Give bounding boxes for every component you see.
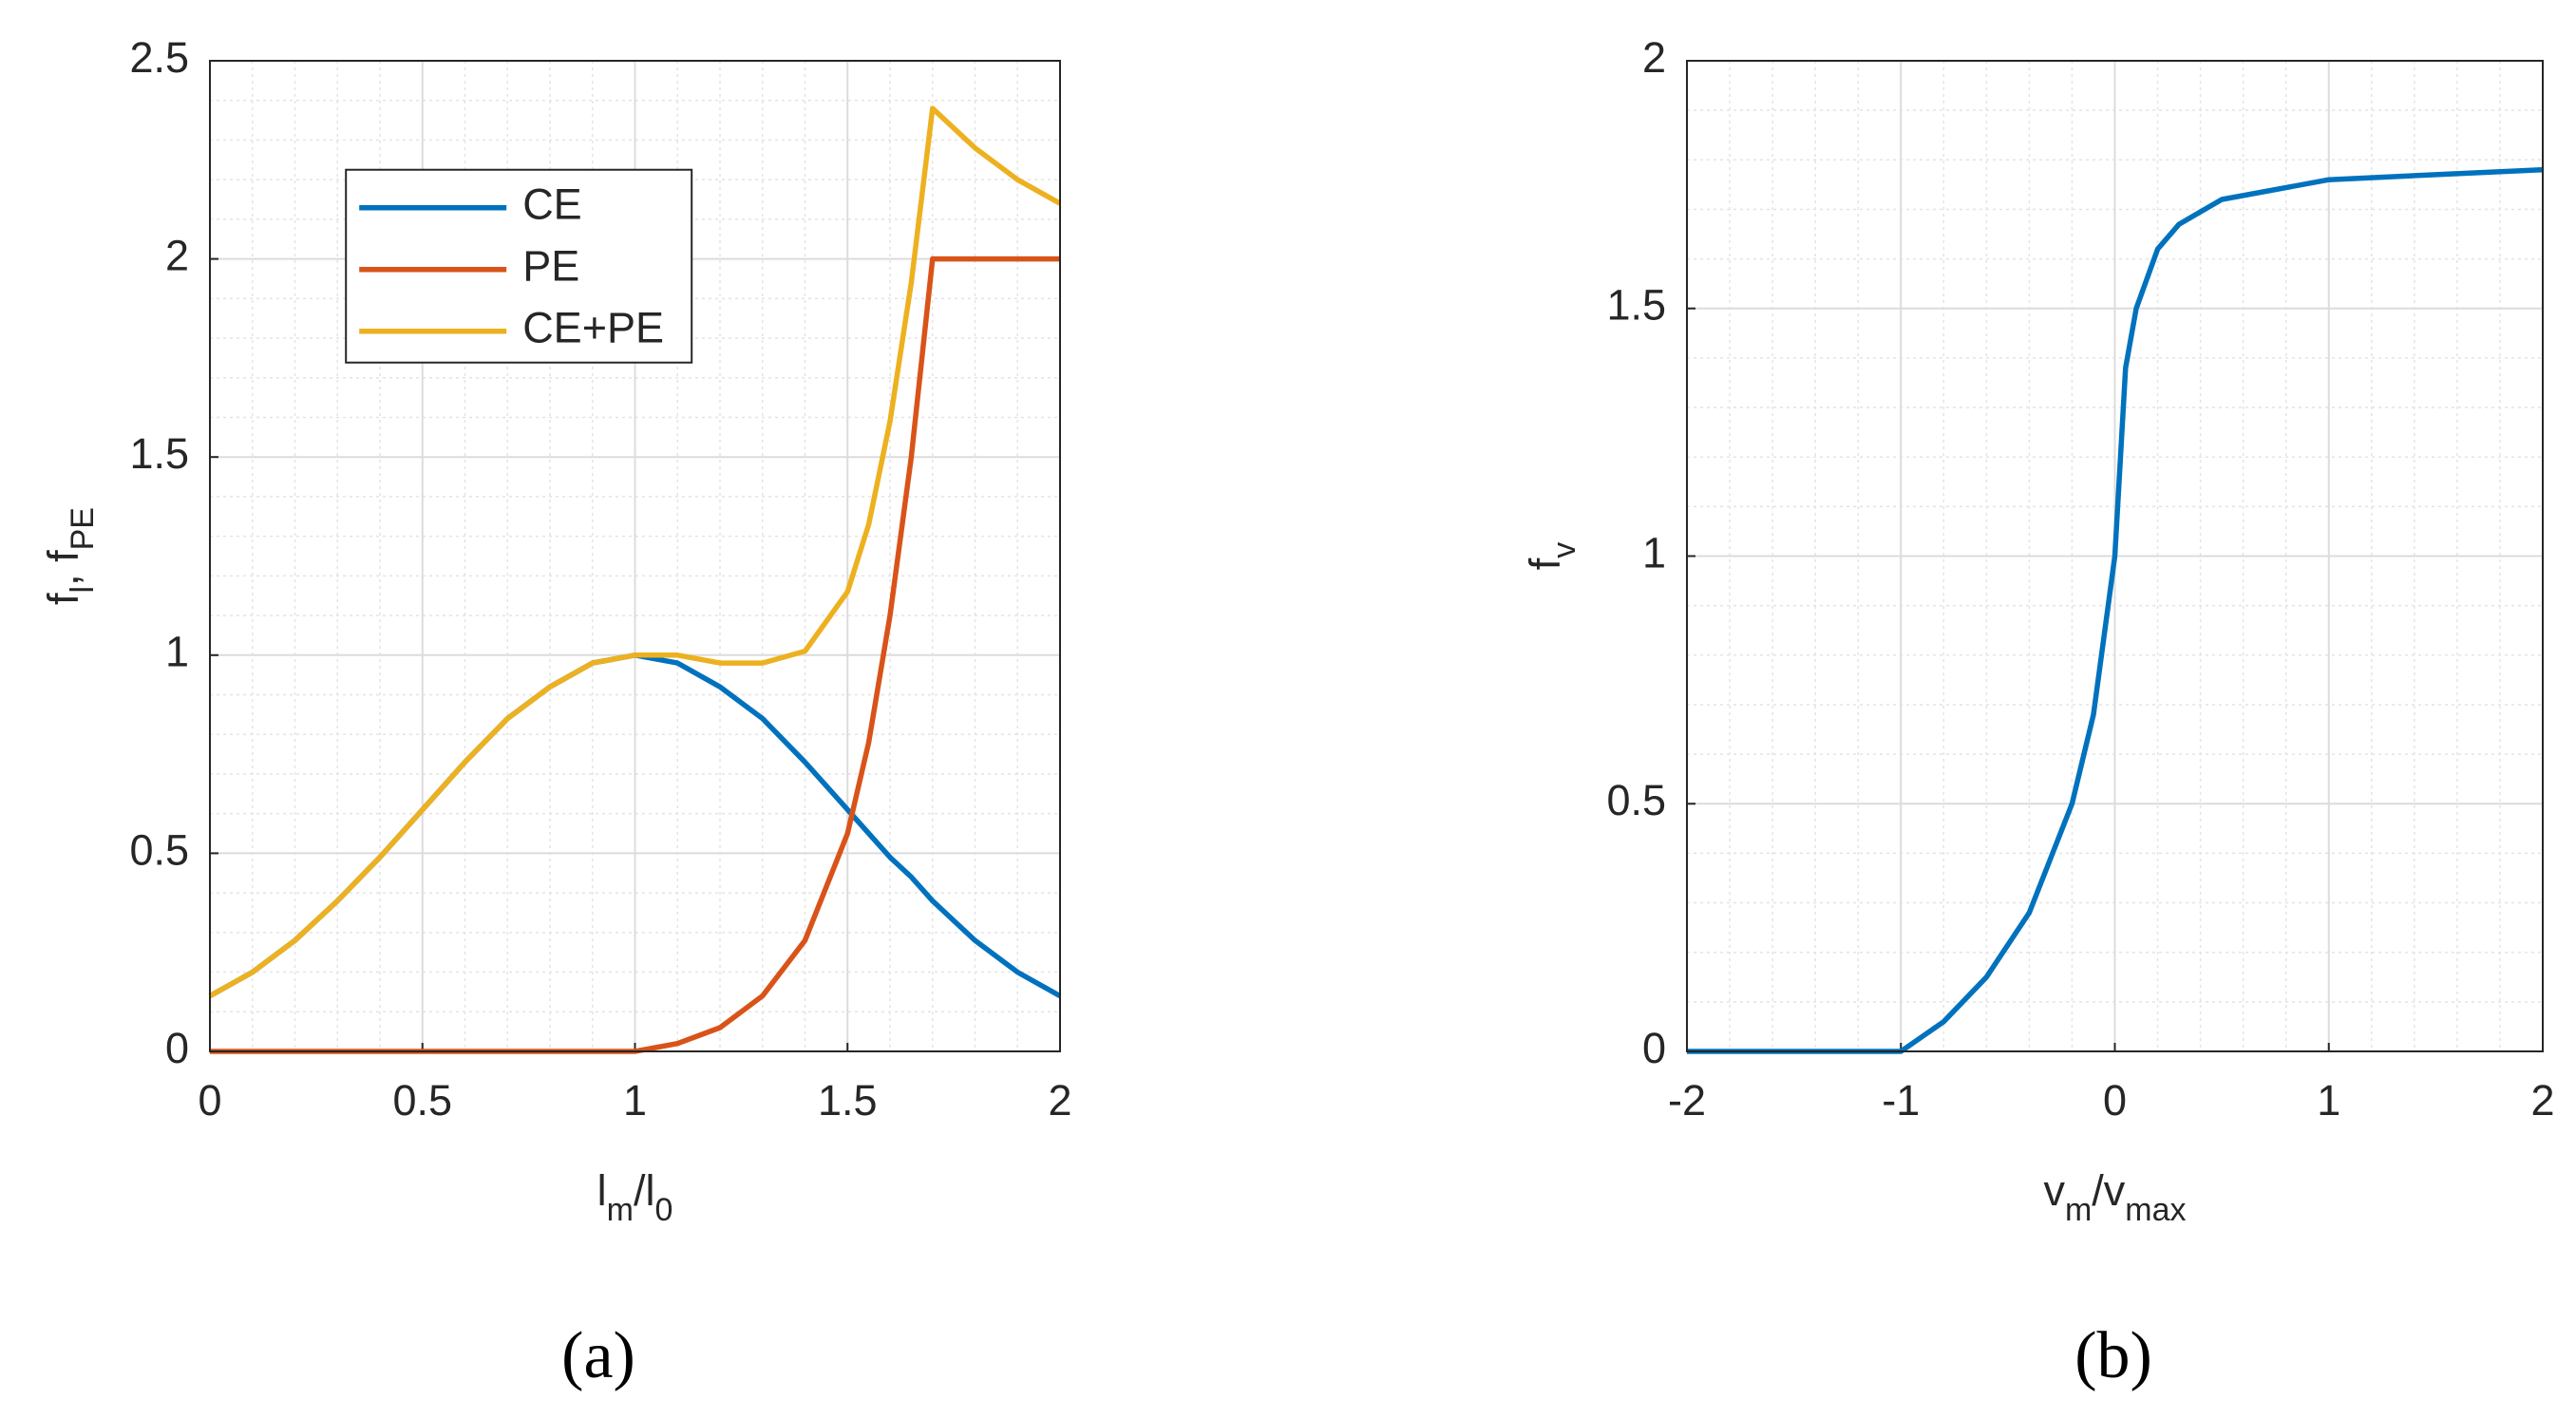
- label-part: v: [2043, 1166, 2065, 1215]
- axis-label: fv: [1521, 542, 1582, 571]
- axes-box: [209, 60, 1061, 1052]
- y-tick-label: 2: [1642, 33, 1666, 82]
- subscript: 0: [654, 1192, 672, 1228]
- panel-label: (b): [2074, 1319, 2152, 1392]
- label-part: , f: [39, 550, 87, 586]
- axis-label: lm/l0: [597, 1166, 673, 1228]
- label-part: l: [597, 1166, 607, 1215]
- data-line: [1687, 166, 2544, 1054]
- subscript: l: [65, 586, 101, 594]
- x-tick-label: 2: [2530, 1076, 2554, 1125]
- subscript: v: [1546, 542, 1582, 558]
- x-tick-label: -1: [1882, 1076, 1920, 1125]
- legend-label: CE: [522, 180, 582, 229]
- x-tick-label: 0: [198, 1076, 221, 1125]
- x-tick-label: 1: [623, 1076, 647, 1125]
- y-tick-label: 2: [165, 231, 189, 279]
- subscript: PE: [65, 507, 101, 550]
- y-tick-label: 1: [165, 628, 189, 676]
- subscript: m: [2065, 1192, 2092, 1228]
- subscript: max: [2125, 1192, 2186, 1228]
- y-tick-label: 0: [1642, 1024, 1666, 1072]
- label-part: f: [39, 593, 87, 605]
- label-part: /l: [634, 1166, 655, 1215]
- x-tick-label: 1.5: [818, 1076, 878, 1125]
- y-tick-label: 1.5: [1606, 281, 1666, 330]
- axis-label: fl, fPE: [39, 507, 101, 605]
- subscript: m: [607, 1192, 634, 1228]
- legend-label: PE: [522, 242, 579, 291]
- axes-box: [1686, 60, 2544, 1052]
- x-tick-label: 2: [1048, 1076, 1071, 1125]
- legend-label: CE+PE: [522, 304, 664, 352]
- y-tick-label: 0.5: [129, 825, 189, 874]
- x-tick-label: 0.5: [392, 1076, 452, 1125]
- x-tick-label: 1: [2317, 1076, 2340, 1125]
- panel-label: (a): [561, 1319, 635, 1392]
- y-tick-label: 0: [165, 1024, 189, 1072]
- axis-label: vm/vmax: [2043, 1166, 2186, 1228]
- y-tick-label: 1: [1642, 528, 1666, 577]
- y-tick-label: 2.5: [129, 33, 189, 82]
- label-part: /v: [2092, 1166, 2126, 1215]
- label-part: f: [1521, 558, 1569, 570]
- x-tick-label: 0: [2103, 1076, 2127, 1125]
- y-tick-label: 0.5: [1606, 776, 1666, 824]
- x-tick-label: -2: [1668, 1076, 1706, 1125]
- data-line: [208, 105, 1062, 999]
- y-tick-label: 1.5: [129, 429, 189, 478]
